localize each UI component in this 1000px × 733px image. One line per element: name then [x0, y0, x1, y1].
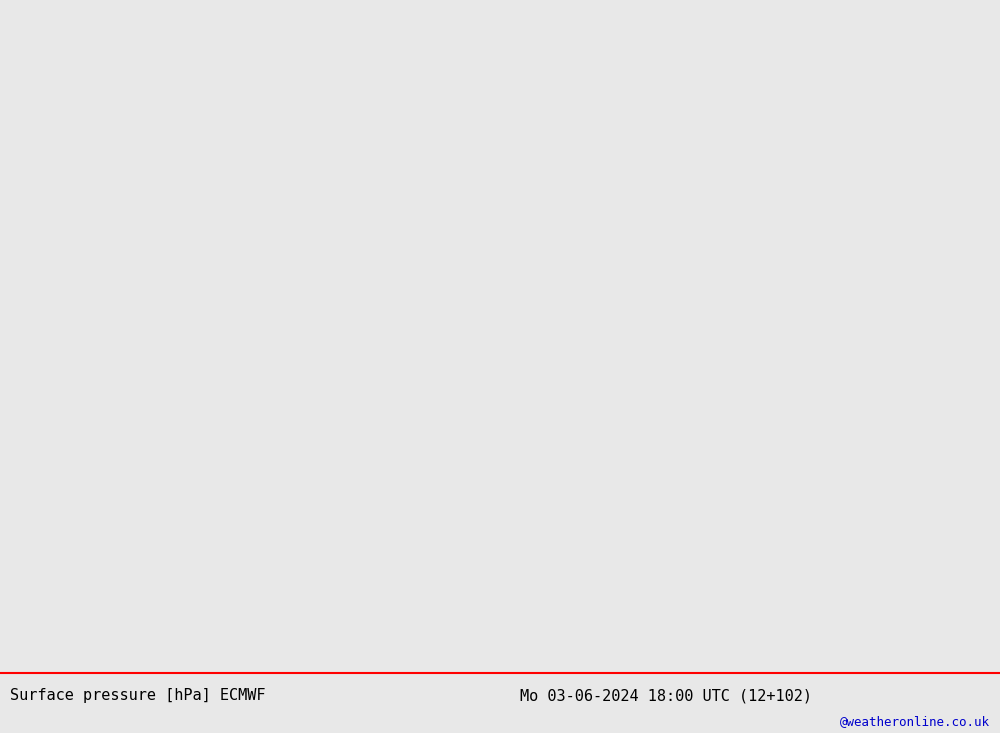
Text: Surface pressure [hPa] ECMWF: Surface pressure [hPa] ECMWF	[10, 688, 266, 703]
Text: Mo 03-06-2024 18:00 UTC (12+102): Mo 03-06-2024 18:00 UTC (12+102)	[520, 688, 812, 703]
Text: @weatheronline.co.uk: @weatheronline.co.uk	[840, 715, 990, 729]
